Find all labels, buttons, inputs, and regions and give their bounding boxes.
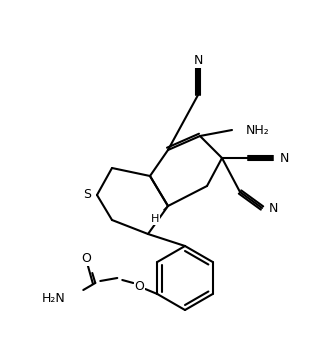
Text: N: N	[280, 152, 289, 164]
Text: N: N	[269, 202, 278, 214]
Text: H: H	[151, 214, 159, 224]
Text: O: O	[81, 252, 91, 266]
Text: N: N	[193, 55, 203, 67]
Text: H₂N: H₂N	[41, 293, 65, 306]
Text: NH₂: NH₂	[246, 123, 270, 136]
Text: S: S	[83, 188, 91, 202]
Text: O: O	[134, 279, 144, 293]
